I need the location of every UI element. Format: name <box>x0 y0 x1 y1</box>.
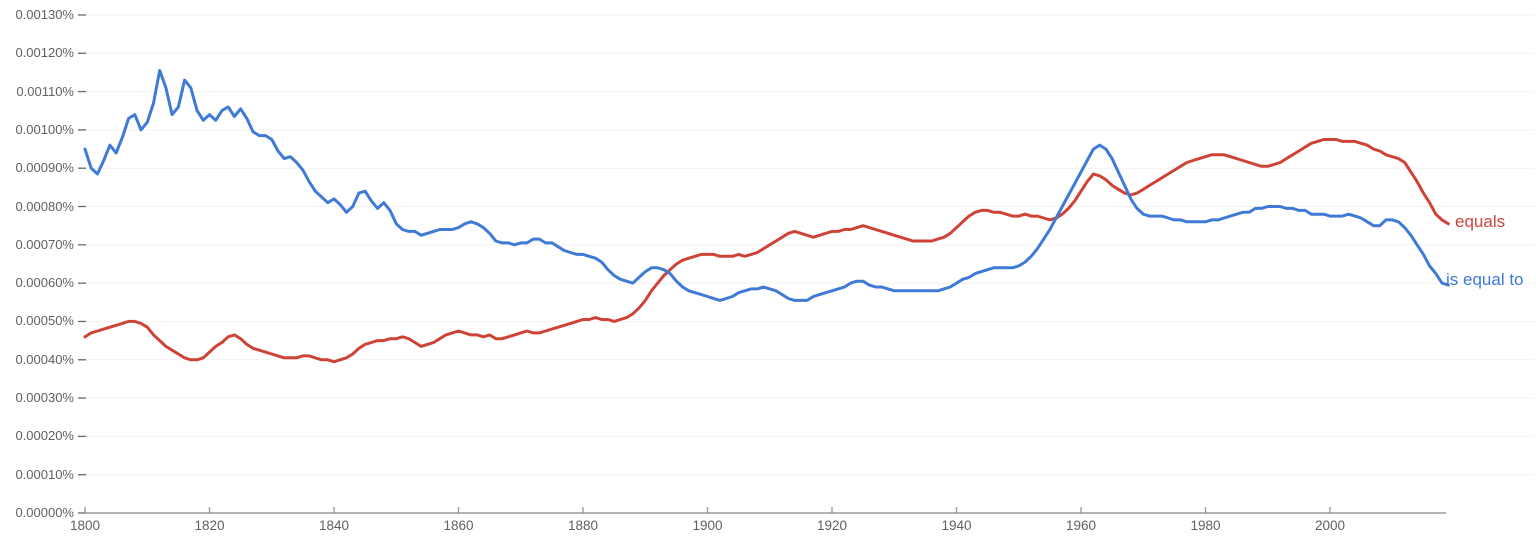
y-axis-tick-label: 0.00060% <box>15 275 74 291</box>
x-axis-tick-label: 1820 <box>194 518 225 533</box>
x-axis-tick-label: 1880 <box>567 518 599 533</box>
series-end-label-is-equal-to[interactable]: is equal to <box>1446 270 1524 289</box>
y-axis-tick-label: 0.00040% <box>15 351 74 367</box>
x-axis-tick-label: 1840 <box>318 518 350 533</box>
series-line-equals[interactable] <box>83 138 1450 364</box>
x-axis-tick-label: 2000 <box>1314 518 1346 533</box>
y-axis-tick-label: 0.00130% <box>15 6 74 22</box>
y-axis-tick-label: 0.00120% <box>15 45 74 61</box>
x-axis-tick-label: 1860 <box>443 518 474 533</box>
y-axis-tick-label: 0.00030% <box>15 390 74 406</box>
series-end-label-equals[interactable]: equals <box>1455 212 1506 231</box>
y-axis-tick-label: 0.00100% <box>15 121 74 137</box>
y-axis-tick-label: 0.00020% <box>15 428 74 444</box>
axis-layer <box>78 14 1446 514</box>
x-axis-tick-label: 1920 <box>816 518 848 533</box>
x-axis-tick-label: 1940 <box>941 518 972 533</box>
gridlines-layer <box>85 14 1534 476</box>
y-axis-tick-label: 0.00000% <box>15 505 74 520</box>
y-axis-tick-label: 0.00080% <box>15 198 74 214</box>
x-axis-tick-label: 1960 <box>1065 518 1097 533</box>
x-axis-tick-label: 1900 <box>692 518 723 533</box>
series-lines-layer <box>83 69 1450 364</box>
y-axis-tick-label: 0.00050% <box>15 313 74 329</box>
y-axis-tick-label: 0.00090% <box>15 160 74 176</box>
x-axis-tick-label: 1800 <box>69 518 101 533</box>
series-line-is-equal-to[interactable] <box>83 69 1450 302</box>
y-axis-tick-label: 0.00110% <box>16 83 74 99</box>
x-axis-tick-label: 1980 <box>1190 518 1221 533</box>
y-axis-tick-label: 0.00010% <box>15 466 74 482</box>
y-axis-tick-label: 0.00070% <box>15 236 74 252</box>
